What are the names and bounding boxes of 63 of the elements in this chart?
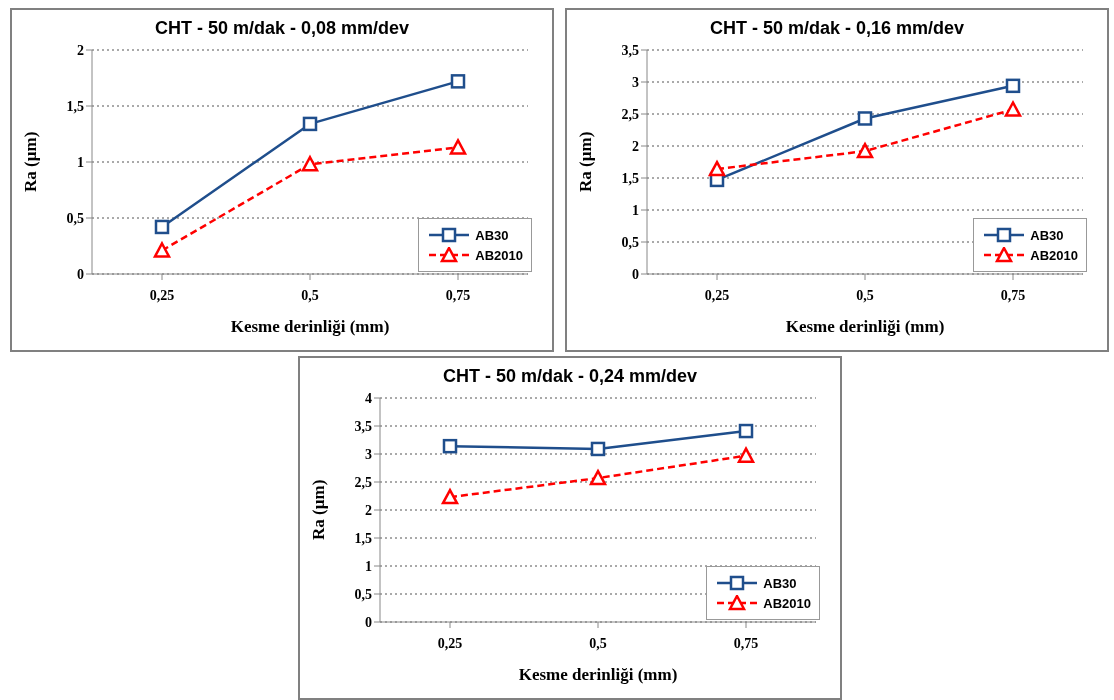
y-tick-label: 2,5 bbox=[621, 106, 639, 122]
x-tick-label: 0,25 bbox=[704, 287, 730, 303]
y-tick-label: 0,5 bbox=[354, 586, 372, 602]
legend-label: AB2010 bbox=[1030, 247, 1078, 263]
point bbox=[442, 438, 458, 454]
y-tick-label: 0 bbox=[365, 614, 372, 630]
point bbox=[1004, 101, 1022, 117]
y-tick-label: 1 bbox=[77, 154, 84, 170]
y-tick-label: 4 bbox=[365, 390, 372, 406]
y-axis-title: Ra (µm) bbox=[21, 131, 41, 192]
x-axis-title: Kesme derinliği (mm) bbox=[785, 317, 945, 336]
y-tick-label: 2,5 bbox=[354, 474, 372, 490]
x-tick-label: 0,5 bbox=[589, 635, 607, 651]
point bbox=[302, 116, 318, 132]
y-axis-title: Ra (µm) bbox=[576, 131, 596, 192]
chart-title: CHT - 50 m/dak - 0,08 mm/dev bbox=[153, 18, 411, 40]
y-tick-label: 3 bbox=[365, 446, 372, 462]
x-tick-label: 0,25 bbox=[437, 635, 463, 651]
point bbox=[737, 447, 755, 463]
y-tick-label: 1,5 bbox=[354, 530, 372, 546]
y-tick-label: 3,5 bbox=[354, 418, 372, 434]
y-axis-title: Ra (µm) bbox=[309, 479, 329, 540]
point bbox=[441, 488, 459, 505]
legend-label: AB30 bbox=[1030, 227, 1064, 243]
chart-title: CHT - 50 m/dak - 0,24 mm/dev bbox=[441, 366, 699, 388]
y-tick-label: 3,5 bbox=[621, 42, 639, 58]
x-tick-label: 0,5 bbox=[301, 287, 319, 303]
y-tick-label: 3 bbox=[632, 74, 639, 90]
point bbox=[708, 160, 726, 177]
x-tick-label: 0,75 bbox=[733, 635, 759, 651]
point bbox=[857, 111, 873, 126]
legend-label: AB30 bbox=[763, 575, 797, 591]
legend-label: AB2010 bbox=[475, 247, 523, 263]
x-tick-label: 0,75 bbox=[1000, 287, 1026, 303]
point bbox=[449, 139, 467, 155]
x-axis-title: Kesme derinliği (mm) bbox=[230, 317, 390, 336]
y-tick-label: 0,5 bbox=[66, 210, 84, 226]
y-tick-label: 1 bbox=[365, 558, 372, 574]
y-tick-label: 0 bbox=[632, 266, 639, 282]
x-tick-label: 0,75 bbox=[445, 287, 471, 303]
point bbox=[738, 423, 754, 439]
point bbox=[450, 74, 466, 89]
y-tick-label: 2 bbox=[365, 502, 372, 518]
y-tick-label: 1,5 bbox=[66, 98, 84, 114]
y-tick-label: 0,5 bbox=[621, 234, 639, 250]
point bbox=[856, 142, 874, 159]
point bbox=[589, 469, 607, 486]
y-tick-label: 2 bbox=[632, 138, 639, 154]
y-tick-label: 1 bbox=[632, 202, 639, 218]
point bbox=[301, 155, 319, 172]
point bbox=[154, 219, 170, 235]
point bbox=[590, 441, 606, 457]
y-tick-label: 2 bbox=[77, 42, 84, 58]
y-tick-label: 0 bbox=[77, 266, 84, 282]
point bbox=[1005, 78, 1021, 94]
x-tick-label: 0,5 bbox=[856, 287, 874, 303]
legend-label: AB2010 bbox=[763, 595, 811, 611]
y-tick-label: 1,5 bbox=[621, 170, 639, 186]
chart-title: CHT - 50 m/dak - 0,16 mm/dev bbox=[708, 18, 966, 40]
x-tick-label: 0,25 bbox=[149, 287, 175, 303]
x-axis-title: Kesme derinliği (mm) bbox=[518, 665, 678, 684]
legend-label: AB30 bbox=[475, 227, 509, 243]
point bbox=[153, 242, 171, 258]
